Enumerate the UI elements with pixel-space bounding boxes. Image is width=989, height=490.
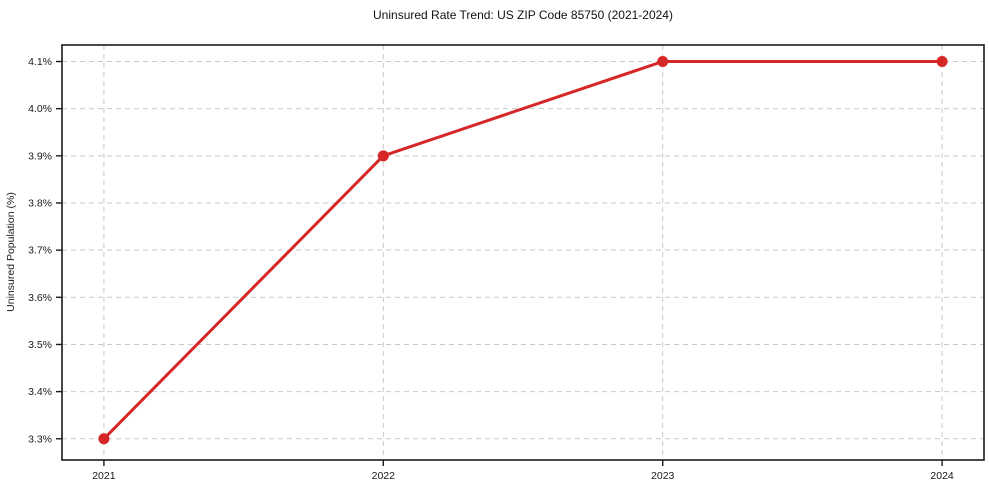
- x-tick-label: 2022: [372, 470, 396, 482]
- y-tick-label: 3.7%: [28, 245, 52, 257]
- series-layer: [98, 56, 948, 445]
- y-tick-label: 3.3%: [28, 433, 52, 445]
- y-tick-label: 3.9%: [28, 150, 52, 162]
- y-tick-label: 3.8%: [28, 197, 52, 209]
- x-tick-label: 2023: [651, 470, 675, 482]
- chart-title: Uninsured Rate Trend: US ZIP Code 85750 …: [373, 8, 673, 22]
- data-point-marker: [377, 150, 389, 162]
- data-point-marker: [98, 433, 110, 445]
- y-tick-label: 3.6%: [28, 292, 52, 304]
- data-point-marker: [936, 56, 948, 68]
- x-tick-label: 2024: [930, 470, 954, 482]
- y-tick-label: 4.0%: [28, 103, 52, 115]
- x-tick-label: 2021: [92, 470, 116, 482]
- trend-line: [102, 60, 944, 441]
- y-axis-label: Uninsured Population (%): [5, 192, 17, 312]
- y-tick-label: 3.5%: [28, 339, 52, 351]
- plot-frame: [61, 44, 985, 461]
- y-tick-label: 3.4%: [28, 386, 52, 398]
- data-point-marker: [657, 56, 669, 68]
- axis-layer: 2021 2022 2023 2024 3.3% 3.4% 3.5% 3.6% 3.7% 3.8%…: [28, 44, 985, 482]
- y-tick-label: 4.1%: [28, 56, 52, 68]
